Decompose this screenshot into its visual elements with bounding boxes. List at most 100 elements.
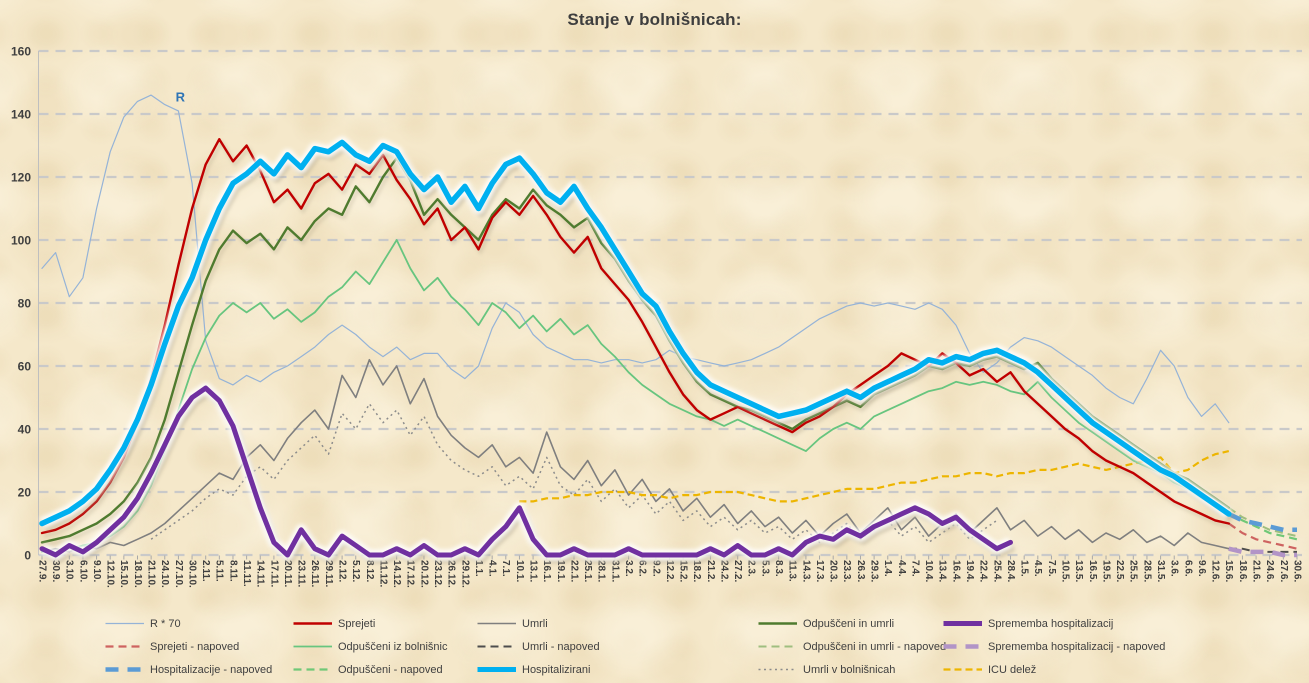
legend-label-sprememba_napoved: Sprememba hospitalizacij - napoved — [988, 640, 1166, 653]
x-axis-label: 6.2. — [637, 560, 648, 577]
legend-swatch-icu_delez — [943, 668, 982, 671]
gridlines — [38, 49, 1302, 557]
x-axis-label: 3.6. — [1169, 560, 1180, 577]
x-axis-label: 6.6. — [1182, 560, 1193, 577]
x-axis-label: 21.10. — [146, 560, 157, 588]
legend-swatch-umrli — [477, 622, 516, 625]
x-axis-label: 18.6. — [1237, 560, 1248, 582]
x-axis-label: 26.11. — [309, 560, 320, 587]
x-axis-label: 27.10. — [173, 560, 184, 588]
x-axis-label: 14.12. — [391, 560, 402, 588]
x-axis-label: 22.1. — [568, 560, 579, 582]
legend-label-hospitalizirani: Hospitalizirani — [522, 663, 591, 676]
y-axis-label: 0 — [24, 549, 31, 563]
legend-column-5: Sprememba hospitalizacij Sprememba hospit… — [943, 612, 1165, 681]
legend-swatch-umrli_napoved — [477, 645, 516, 648]
x-axis-label: 12.2. — [664, 560, 675, 582]
legend-column-1: R * 70 Sprejeti - napoved Hospitalizacije … — [105, 612, 272, 681]
x-axis-label: 23.11. — [296, 560, 307, 587]
legend-swatch-umrli_v_bolnisnicah — [758, 668, 797, 671]
x-axis-label: 2.3. — [746, 560, 757, 577]
x-axis-label: 24.10. — [159, 560, 170, 588]
legend-column-4: Odpuščeni in umrli Odpuščeni in umrli - n… — [758, 612, 946, 681]
series-hospitalizacije_napoved — [1227, 511, 1297, 533]
legend-swatch-sprejeti_napoved — [105, 645, 144, 648]
x-axis-label: 8.12. — [364, 560, 375, 582]
legend-swatch-sprememba — [943, 621, 982, 626]
x-axis-label: 30.9. — [50, 560, 61, 582]
x-axis-label: 27.2. — [732, 560, 743, 582]
x-axis-label: 2.11. — [200, 560, 211, 582]
legend-item-sprejeti: Sprejeti — [293, 612, 447, 635]
x-axis-label: 16.5. — [1087, 560, 1098, 582]
x-axis-label: 20.11. — [282, 560, 293, 587]
x-axis-label: 17.3. — [814, 560, 825, 582]
y-axis-label: 60 — [18, 360, 32, 374]
legend-swatch-sprejeti — [293, 622, 332, 625]
x-axis-label: 6.10. — [77, 560, 88, 582]
x-axis-label: 30.6. — [1291, 560, 1302, 582]
x-axis-label: 27.9. — [36, 560, 47, 582]
x-axis-label: 27.6. — [1278, 560, 1289, 582]
series-sprememba — [39, 382, 1016, 564]
x-axis-label: 3.10. — [64, 560, 75, 582]
series-icu_delez — [519, 450, 1230, 503]
x-axis-label: 30.10. — [186, 560, 197, 588]
x-axis-label: 18.2. — [691, 560, 702, 582]
x-axis-labels: 27.9. 30.9. 3.10. 6.10. 9.10. 12.10. 15.10. 18.… — [36, 560, 1302, 588]
legend-swatch-sprememba_napoved — [943, 644, 982, 649]
x-axis-label: 24.6. — [1264, 560, 1275, 582]
x-axis-label: 28.4. — [1005, 560, 1016, 582]
x-axis-label: 5.11. — [214, 560, 225, 582]
x-axis-label: 9.10. — [91, 560, 102, 582]
legend-item-sprememba: Sprememba hospitalizacij — [943, 612, 1165, 635]
x-axis-label: 22.4. — [978, 560, 989, 582]
x-axis-label: 4.4. — [896, 560, 907, 577]
legend-item-umrli: Umrli — [477, 612, 600, 635]
series-sprejeti — [40, 138, 1232, 538]
y-axis-label: 100 — [11, 234, 31, 248]
x-axis-label: 21.6. — [1250, 560, 1261, 582]
x-axis-label: 2.12. — [337, 560, 348, 582]
legend-item-odpusceni_napoved: Odpuščeni - napoved — [293, 658, 447, 681]
series-umrli — [41, 358, 1230, 553]
legend-item-umrli_v_bolnisnicah: Umrli v bolnišnicah — [758, 658, 946, 681]
series-lines — [39, 94, 1298, 564]
x-axis-label: 1.1. — [473, 560, 484, 577]
legend-label-odpusceni_in_umrli: Odpuščeni in umrli — [803, 617, 895, 630]
x-axis-label: 16.1. — [541, 560, 552, 582]
legend-label-sprejeti: Sprejeti — [338, 617, 376, 630]
x-axis-label: 7.5. — [1046, 560, 1057, 577]
x-axis-label: 25.4. — [991, 560, 1002, 582]
legend-item-odpusceni_iz_bolnisnic: Odpuščeni iz bolnišnic — [293, 635, 447, 658]
x-axis-label: 19.4. — [964, 560, 975, 582]
legend-label-hospitalizacije_napoved: Hospitalizacije - napoved — [150, 663, 273, 676]
legend-item-hospitalizacije_napoved: Hospitalizacije - napoved — [105, 658, 272, 681]
y-axis-label: 80 — [18, 297, 32, 311]
x-axis-label: 23.12. — [432, 560, 443, 588]
legend: R * 70 Sprejeti - napoved Hospitalizacije … — [0, 612, 1309, 683]
legend-item-umrli_napoved: Umrli - napoved — [477, 635, 600, 658]
x-axis-label: 4.5. — [1032, 560, 1043, 577]
legend-item-sprememba_napoved: Sprememba hospitalizacij - napoved — [943, 635, 1165, 658]
y-axis-label: 160 — [11, 45, 31, 59]
x-axis-label: 31.1. — [609, 560, 620, 582]
legend-swatch-odpusceni_in_umrli — [758, 622, 797, 625]
legend-item-icu_delez: ICU delež — [943, 658, 1165, 681]
x-axis-label: 20.3. — [828, 560, 839, 582]
x-axis-label: 24.2. — [718, 560, 729, 582]
x-axis-label: 15.2. — [678, 560, 689, 582]
x-axis-label: 29.3. — [869, 560, 880, 582]
legend-swatch-odpusceni_in_umrli_napoved — [758, 645, 797, 648]
r-annotation: R — [176, 89, 186, 104]
x-axis-label: 8.11. — [227, 560, 238, 582]
x-axis-label: 15.10. — [118, 560, 129, 588]
legend-swatch-r70 — [105, 622, 144, 625]
x-axis-label: 3.2. — [623, 560, 634, 577]
x-axis-label: 28.1. — [596, 560, 607, 582]
x-axis-label: 14.3. — [800, 560, 811, 582]
x-axis-label: 18.10. — [132, 560, 143, 588]
legend-swatch-odpusceni_napoved — [293, 668, 332, 671]
legend-item-odpusceni_in_umrli_napoved: Odpuščeni in umrli - napoved — [758, 635, 946, 658]
